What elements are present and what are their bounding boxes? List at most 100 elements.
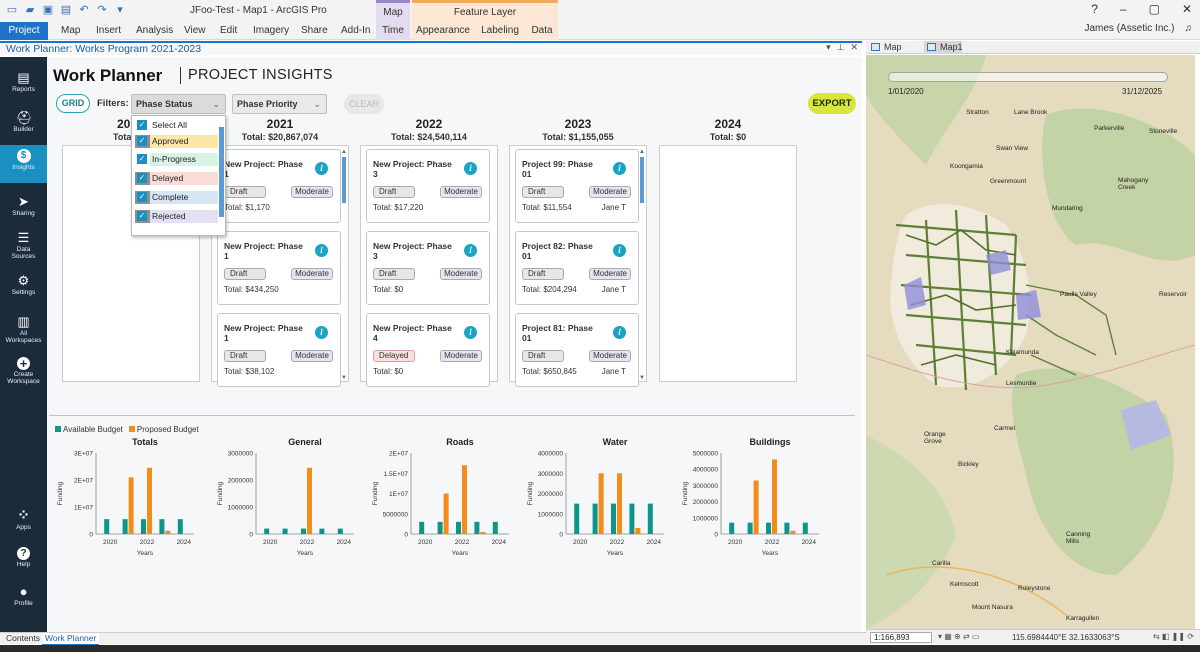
phase-status-select[interactable]: Phase Status ⌄ <box>131 94 226 114</box>
project-card[interactable]: New Project: Phase 4 i Delayed Moderate … <box>366 313 490 387</box>
redo-icon[interactable]: ↷ <box>97 4 107 16</box>
project-card[interactable]: New Project: Phase 1 i Draft Moderate To… <box>217 313 341 387</box>
save-icon[interactable]: ▣ <box>42 4 54 16</box>
project-card[interactable]: New Project: Phase 3 i Draft Moderate To… <box>366 231 490 305</box>
sidebar-item-settings[interactable]: ⚙ Settings <box>0 270 47 308</box>
map-road-network <box>895 209 1032 391</box>
maximize-button[interactable]: ▢ <box>1148 2 1160 16</box>
checkbox-checked-icon[interactable]: ✓ <box>137 211 147 221</box>
scroll-up-icon[interactable]: ▲ <box>341 149 347 155</box>
dropdown-option-delayed[interactable]: ✓ Delayed <box>135 172 218 185</box>
sidebar-item-data-sources[interactable]: ☰ Data Sources <box>0 227 47 269</box>
tab-map1-view[interactable]: Map1 <box>924 41 963 54</box>
tab-data[interactable]: Data <box>526 22 558 40</box>
scroll-up-icon[interactable]: ▲ <box>639 149 645 155</box>
sidebar-item-all-workspaces[interactable]: ▥ All Workspaces <box>0 311 47 353</box>
scroll-thumb[interactable] <box>219 127 224 217</box>
tab-labeling[interactable]: Labeling <box>474 22 526 40</box>
open-folder-icon[interactable]: ▰ <box>25 4 35 16</box>
info-icon[interactable]: i <box>315 162 328 175</box>
tab-map[interactable]: Map <box>61 25 81 36</box>
checkbox-checked-icon[interactable]: ✓ <box>137 173 147 183</box>
lane-scrollbar[interactable]: ▲ ▼ <box>341 149 347 381</box>
tab-share[interactable]: Share <box>301 25 328 36</box>
map-canvas[interactable] <box>866 55 1195 629</box>
info-icon[interactable]: i <box>613 326 626 339</box>
save-as-icon[interactable]: ▤ <box>60 4 72 16</box>
project-card[interactable]: New Project: Phase 3 i Draft Moderate To… <box>366 149 490 223</box>
dropdown-option-complete[interactable]: ✓ Complete <box>135 191 218 204</box>
info-icon[interactable]: i <box>464 162 477 175</box>
grid-button[interactable]: GRID <box>56 94 90 113</box>
clear-button[interactable]: CLEAR <box>344 94 384 114</box>
help-icon[interactable]: ? <box>1091 2 1098 16</box>
checkbox-checked-icon[interactable]: ✓ <box>137 136 147 146</box>
project-card[interactable]: Project 82: Phase 01 i Draft Moderate To… <box>515 231 639 305</box>
tab-view[interactable]: View <box>184 25 206 36</box>
dropdown-option-select-all[interactable]: ✓ Select All <box>135 119 217 132</box>
info-icon[interactable]: i <box>315 244 328 257</box>
info-icon[interactable]: i <box>613 162 626 175</box>
tab-edit[interactable]: Edit <box>220 25 238 36</box>
project-card[interactable]: Project 81: Phase 01 i Draft Moderate To… <box>515 313 639 387</box>
map-view[interactable]: 1/01/2020 31/12/2025 Stratton Lane Brook… <box>866 55 1195 629</box>
priority-badge: Moderate <box>440 350 482 362</box>
map-feature-polygon[interactable] <box>1016 290 1041 320</box>
project-card[interactable]: New Project: Phase 1 i Draft Moderate To… <box>217 149 341 223</box>
map-feature-polygon[interactable] <box>904 277 926 310</box>
tab-imagery[interactable]: Imagery <box>253 25 290 36</box>
dropdown-option-rejected[interactable]: ✓ Rejected <box>135 210 218 223</box>
export-button[interactable]: EXPORT <box>808 93 856 114</box>
scroll-thumb[interactable] <box>342 157 346 203</box>
sidebar-item-insights[interactable]: $ Insights <box>0 145 47 183</box>
scroll-thumb[interactable] <box>640 157 644 203</box>
undo-icon[interactable]: ↶ <box>79 4 89 16</box>
sidebar-item-help[interactable]: ? Help <box>0 543 47 581</box>
project-card[interactable]: New Project: Phase 1 i Draft Moderate To… <box>217 231 341 305</box>
sidebar-item-reports[interactable]: ▤ Reports <box>0 67 47 105</box>
scroll-down-icon[interactable]: ▼ <box>639 375 645 381</box>
notification-bell-icon[interactable]: ♫ <box>1184 23 1193 34</box>
pin-icon[interactable]: ⊥ <box>836 42 845 52</box>
tab-add-in[interactable]: Add-In <box>341 25 371 36</box>
tab-analysis[interactable]: Analysis <box>136 25 174 36</box>
info-icon[interactable]: i <box>315 326 328 339</box>
tab-appearance[interactable]: Appearance <box>412 22 474 40</box>
dropdown-option-in-progress[interactable]: ✓ In-Progress <box>135 153 218 166</box>
checkbox-checked-icon[interactable]: ✓ <box>137 120 147 130</box>
dropdown-scrollbar[interactable] <box>219 119 224 233</box>
sidebar-item-apps[interactable]: ⁘ Apps <box>0 505 47 543</box>
tab-time[interactable]: Time <box>376 22 410 40</box>
customize-chevron-icon[interactable]: ▾ <box>117 4 123 16</box>
sidebar-item-builder[interactable]: ⛑ Builder <box>0 107 47 145</box>
pane-menu-icon[interactable]: ▾ <box>826 42 831 52</box>
sidebar-item-create-workspace[interactable]: + Create Workspace <box>0 353 47 395</box>
lane-scrollbar[interactable]: ▲ ▼ <box>639 149 645 381</box>
map-feature-polygon[interactable] <box>986 250 1011 275</box>
map-scale-select[interactable]: 1:166,893 <box>870 632 932 643</box>
pane-close-icon[interactable]: ✕ <box>850 42 858 52</box>
dropdown-option-approved[interactable]: ✓ Approved <box>135 135 218 148</box>
tab-contents[interactable]: Contents <box>6 633 41 643</box>
tab-project[interactable]: Project <box>0 22 48 40</box>
map-nav-icons[interactable]: ▾ ▦ ⊕ ⇄ ▭ <box>938 632 980 641</box>
checkbox-checked-icon[interactable]: ✓ <box>137 192 147 202</box>
info-icon[interactable]: i <box>464 244 477 257</box>
close-button[interactable]: ✕ <box>1181 2 1192 16</box>
phase-priority-select[interactable]: Phase Priority ⌄ <box>232 94 327 114</box>
info-icon[interactable]: i <box>613 244 626 257</box>
sidebar-item-sharing[interactable]: ➤ Sharing <box>0 191 47 229</box>
checkbox-checked-icon[interactable]: ✓ <box>137 154 147 164</box>
map-feature-polygon[interactable] <box>1121 400 1171 450</box>
tab-insert[interactable]: Insert <box>96 25 122 36</box>
map-status-icons[interactable]: ⇆ ◧ ❚❚ ⟳ <box>1152 632 1194 641</box>
new-project-icon[interactable]: ▭ <box>6 4 18 16</box>
info-icon[interactable]: i <box>464 326 477 339</box>
minimize-button[interactable]: – <box>1119 2 1127 16</box>
time-slider[interactable] <box>888 72 1168 82</box>
scroll-down-icon[interactable]: ▼ <box>341 375 347 381</box>
tab-map-view[interactable]: Map <box>868 41 924 54</box>
project-card[interactable]: Project 99: Phase 01 i Draft Moderate To… <box>515 149 639 223</box>
sidebar-item-profile[interactable]: ● Profile <box>0 581 47 619</box>
user-name[interactable]: James (Assetic Inc.) <box>1084 23 1175 34</box>
